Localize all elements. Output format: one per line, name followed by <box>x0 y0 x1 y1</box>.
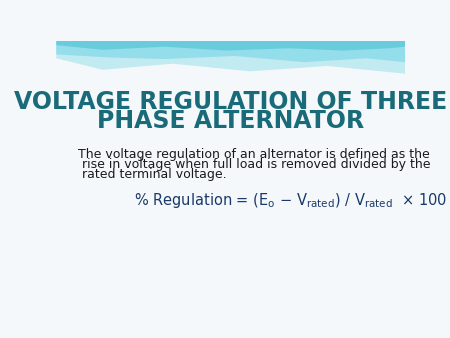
Text: PHASE ALTERNATOR: PHASE ALTERNATOR <box>97 110 364 134</box>
Polygon shape <box>56 41 405 74</box>
Text: VOLTAGE REGULATION OF THREE: VOLTAGE REGULATION OF THREE <box>14 90 447 114</box>
Text: rated terminal voltage.: rated terminal voltage. <box>78 168 226 181</box>
Polygon shape <box>56 41 405 51</box>
Polygon shape <box>56 41 405 62</box>
Text: The voltage regulation of an alternator is defined as the: The voltage regulation of an alternator … <box>78 148 430 161</box>
Text: % Regulation = ($\mathdefault{E_o}$ $-$ $\mathdefault{V_{rated}}$) / $\mathdefau: % Regulation = ($\mathdefault{E_o}$ $-$ … <box>134 191 450 210</box>
Polygon shape <box>56 74 405 301</box>
Text: rise in voltage when full load is removed divided by the: rise in voltage when full load is remove… <box>78 158 431 171</box>
